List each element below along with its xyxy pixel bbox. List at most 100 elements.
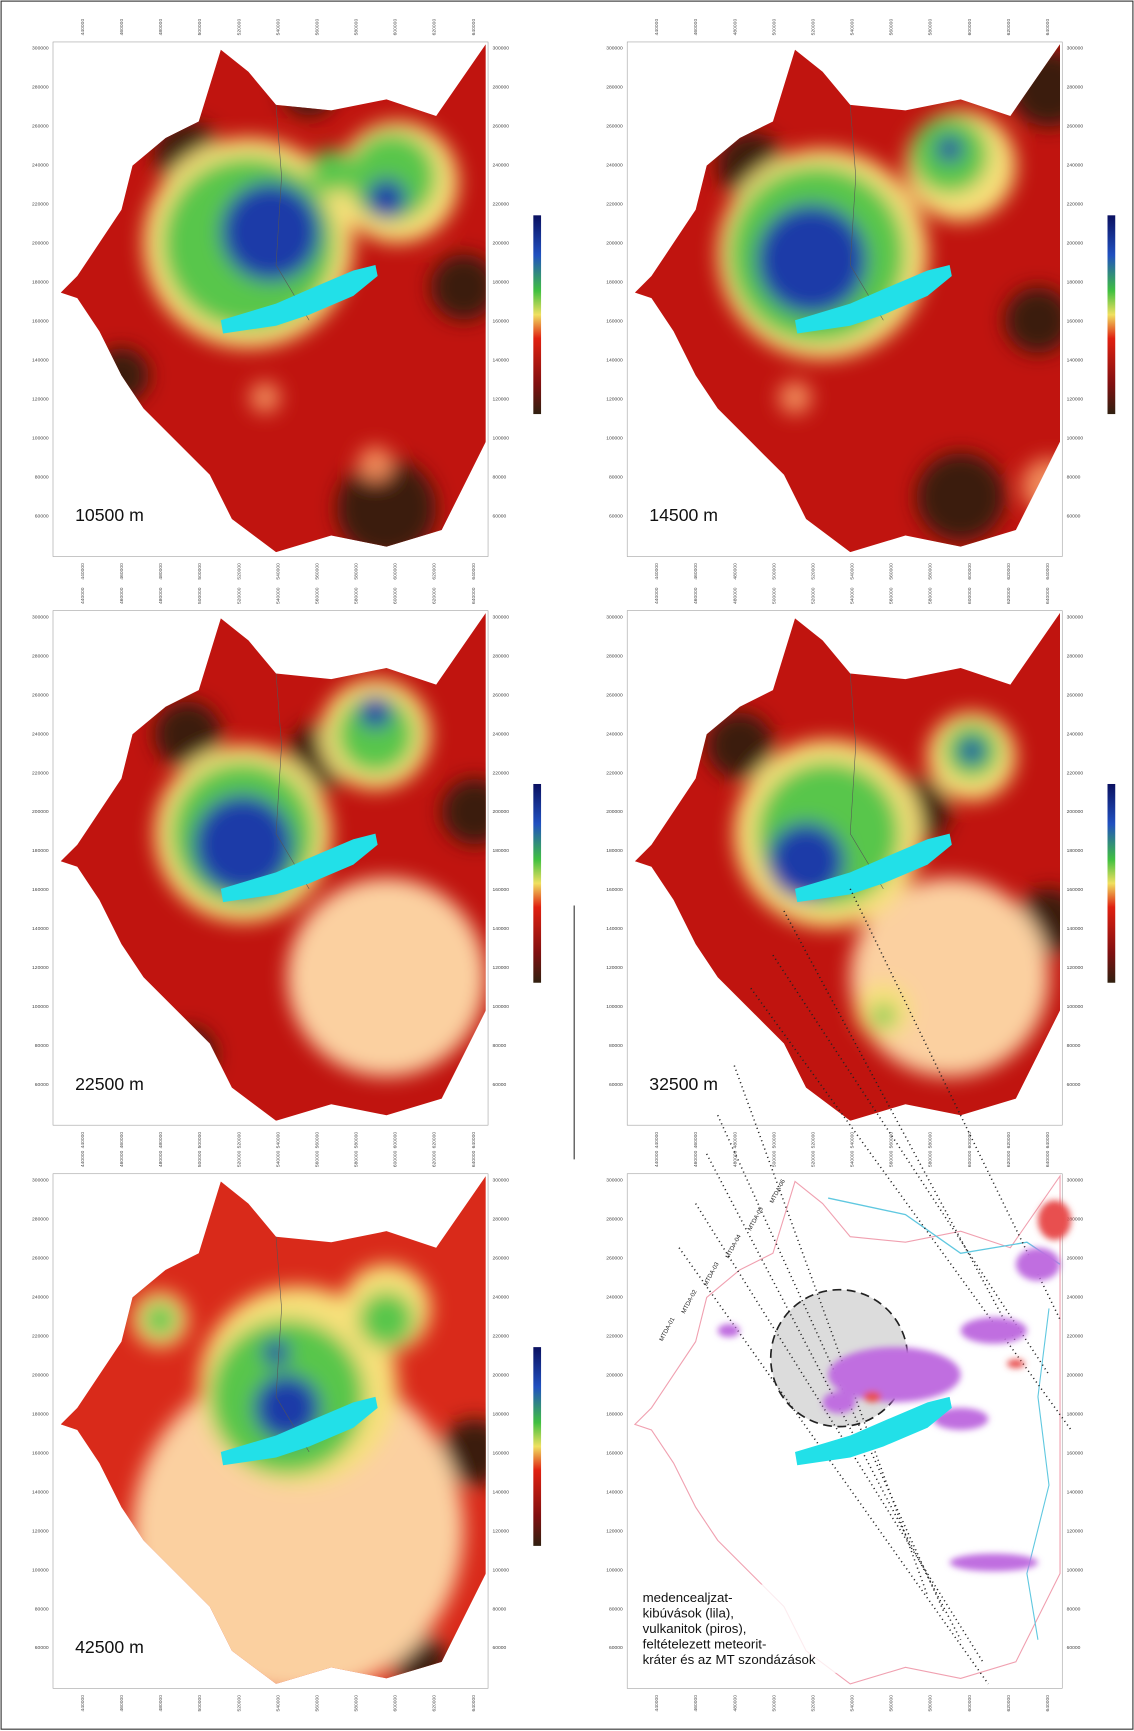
y-tick-label: 240000	[1067, 731, 1084, 737]
heat-blob	[220, 182, 321, 282]
x-tick-label: 500000	[771, 1132, 777, 1149]
heat-blob	[441, 1418, 486, 1486]
border-line	[275, 673, 310, 890]
heat-blob	[958, 737, 985, 765]
y-tick-label: 220000	[1067, 770, 1084, 776]
y-tick-label: 220000	[492, 770, 509, 776]
heat-blob	[936, 135, 963, 163]
frame	[626, 610, 1063, 1126]
y-tick-label: 160000	[606, 319, 623, 325]
profile	[678, 1247, 989, 1685]
y-tick-label: 240000	[606, 1294, 623, 1300]
y-tick-label: 120000	[492, 1528, 509, 1534]
y-tick-label: 80000	[1067, 1606, 1081, 1612]
colorbar	[533, 1347, 542, 1546]
heat-blob	[872, 1004, 895, 1027]
map-panel: 300000 300000 280000 280000 260000 260000 2400…	[32, 587, 542, 1149]
border-line	[849, 673, 884, 890]
x-tick-label: 540000	[275, 19, 281, 36]
profile-label: MTDA-06	[769, 1178, 787, 1204]
x-tick-label: 600000	[393, 587, 399, 604]
heat-blob	[287, 877, 486, 1077]
heat-blob	[441, 778, 486, 845]
x-tick-label: 460000	[693, 1150, 699, 1167]
x-tick-label: 520000	[810, 1150, 816, 1167]
frame	[52, 610, 489, 1126]
x-tick-label: 620000	[1006, 1150, 1012, 1167]
y-tick-label: 260000	[492, 692, 509, 698]
caption-line: feltételezett meteorit-	[643, 1637, 767, 1652]
y-tick-label: 100000	[492, 435, 509, 441]
x-tick-label: 520000	[236, 19, 242, 36]
frame	[626, 1173, 1063, 1689]
x-tick-label: 640000	[471, 563, 477, 580]
x-tick-label: 560000	[889, 587, 895, 604]
y-tick-label: 220000	[606, 770, 623, 776]
y-tick-label: 80000	[492, 1606, 506, 1612]
y-tick-label: 240000	[1067, 163, 1084, 169]
x-tick-label: 480000	[158, 1695, 164, 1712]
lake	[220, 265, 378, 334]
x-tick-label: 480000	[158, 587, 164, 604]
x-tick-label: 540000	[275, 563, 281, 580]
y-tick-label: 200000	[1067, 1372, 1084, 1378]
border-line	[849, 104, 884, 321]
y-tick-label: 120000	[1067, 396, 1084, 402]
y-tick-label: 160000	[32, 1450, 49, 1456]
heat-blob	[366, 178, 407, 219]
y-tick-label: 260000	[32, 124, 49, 130]
map-panel: 300000 300000 280000 280000 260000 260000 2400…	[32, 19, 542, 580]
x-tick-label: 580000	[354, 1695, 360, 1712]
depth-label: 22500 m	[75, 1074, 144, 1094]
y-tick-label: 200000	[606, 241, 623, 247]
y-tick-label: 240000	[32, 1294, 49, 1300]
y-tick-label: 60000	[35, 513, 49, 519]
y-tick-label: 80000	[1067, 1043, 1081, 1049]
y-tick-label: 140000	[32, 1489, 49, 1495]
y-tick-label: 220000	[606, 1333, 623, 1339]
x-tick-label: 620000	[432, 1695, 438, 1712]
heat-blob	[706, 712, 773, 779]
y-tick-label: 300000	[606, 46, 623, 52]
y-tick-label: 200000	[32, 1372, 49, 1378]
x-tick-label: 620000	[432, 1132, 438, 1149]
y-tick-label: 160000	[32, 319, 49, 325]
heat-blob	[93, 347, 150, 404]
heat-blob	[336, 458, 437, 553]
y-tick-label: 120000	[606, 965, 623, 971]
map-panel: 300000 300000 280000 280000 260000 260000 2400…	[606, 19, 1116, 580]
x-tick-label: 540000	[850, 1132, 856, 1149]
heat-blobs	[154, 679, 486, 1083]
y-tick-label: 260000	[492, 1255, 509, 1261]
x-tick-label: 520000	[236, 563, 242, 580]
y-tick-label: 120000	[492, 396, 509, 402]
x-tick-label: 460000	[119, 563, 125, 580]
y-tick-label: 300000	[1067, 1177, 1084, 1183]
heat-blob	[1021, 458, 1061, 514]
outcrop	[828, 1347, 961, 1403]
y-tick-label: 140000	[1067, 358, 1084, 364]
x-tick-label: 620000	[432, 587, 438, 604]
heat-blob	[262, 1339, 290, 1366]
y-tick-label: 300000	[1067, 46, 1084, 52]
x-tick-label: 580000	[928, 1695, 934, 1712]
volcanic	[863, 1391, 882, 1403]
x-tick-label: 460000	[119, 19, 125, 36]
x-tick-label: 620000	[432, 19, 438, 36]
outcrop	[960, 1317, 1027, 1344]
y-tick-label: 180000	[492, 1411, 509, 1417]
outcrop	[933, 1407, 989, 1430]
y-tick-label: 280000	[32, 85, 49, 91]
y-tick-label: 60000	[609, 1645, 623, 1651]
y-tick-label: 200000	[492, 241, 509, 247]
x-tick-label: 640000	[1045, 1150, 1051, 1167]
x-tick-label: 540000	[850, 563, 856, 580]
x-tick-label: 560000	[889, 563, 895, 580]
heat-blob	[358, 695, 392, 729]
x-tick-label: 600000	[393, 1695, 399, 1712]
y-tick-label: 260000	[1067, 124, 1084, 130]
y-tick-label: 160000	[492, 319, 509, 325]
y-tick-label: 60000	[609, 513, 623, 519]
y-tick-label: 160000	[1067, 1450, 1084, 1456]
x-tick-label: 460000	[693, 587, 699, 604]
